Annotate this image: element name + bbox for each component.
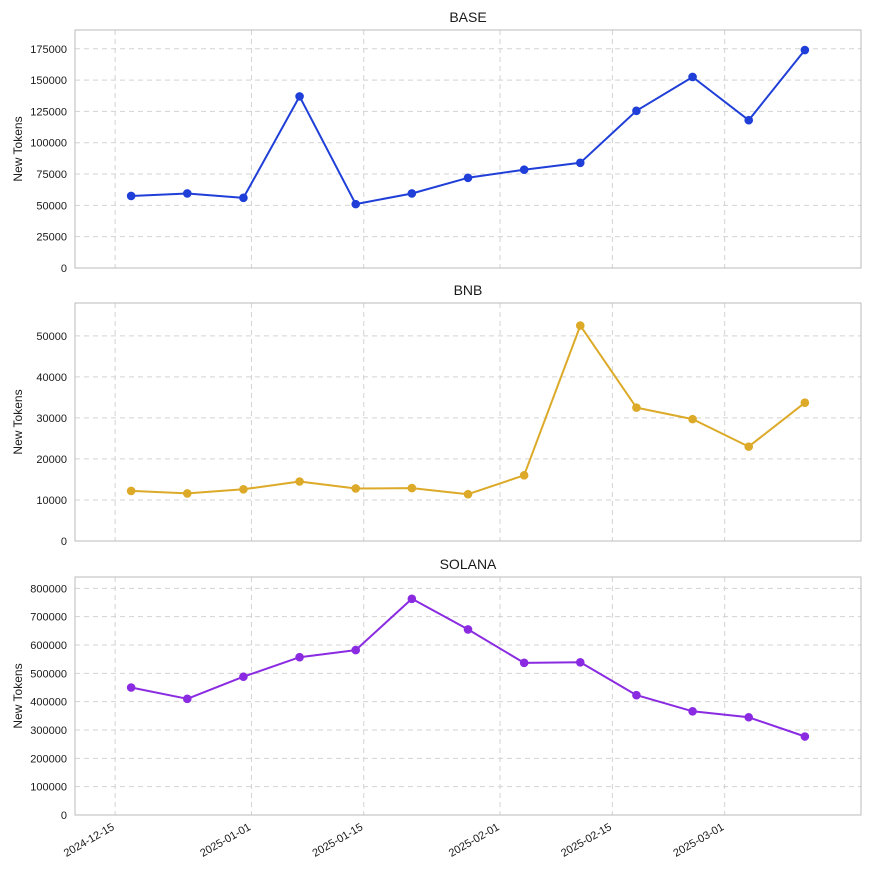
y-axis-label: New Tokens xyxy=(11,389,25,454)
data-point xyxy=(239,672,248,682)
data-point xyxy=(407,189,417,198)
y-tick-label: 500000 xyxy=(30,668,67,680)
y-tick-label: 40000 xyxy=(36,372,67,384)
y-tick-label: 20000 xyxy=(36,454,67,466)
data-point xyxy=(295,477,304,486)
data-point xyxy=(407,483,417,493)
y-tick-label: 175000 xyxy=(30,44,67,56)
data-point xyxy=(688,72,697,82)
series-line xyxy=(130,597,806,738)
data-point xyxy=(295,652,304,662)
chart-title: BNB xyxy=(454,282,483,298)
y-tick-label: 10000 xyxy=(36,495,67,507)
data-point xyxy=(800,398,810,408)
y-tick-label: 200000 xyxy=(30,753,67,765)
data-point xyxy=(744,115,754,125)
data-point xyxy=(688,707,697,716)
y-tick-label: 300000 xyxy=(30,725,67,737)
data-point xyxy=(688,414,697,424)
y-tick-label: 100000 xyxy=(30,782,67,794)
data-point xyxy=(744,442,754,451)
data-point xyxy=(575,158,585,168)
y-tick-label: 0 xyxy=(61,536,67,548)
y-tick-label: 75000 xyxy=(36,169,67,181)
data-point xyxy=(519,658,529,668)
x-tick-label: 2025-02-01 xyxy=(447,821,502,860)
series-line xyxy=(131,324,806,496)
data-point xyxy=(182,189,192,198)
y-tick-label: 125000 xyxy=(30,106,67,118)
data-point xyxy=(632,106,641,116)
data-point xyxy=(351,199,361,209)
data-point xyxy=(463,625,473,634)
y-tick-label: 0 xyxy=(61,263,67,275)
y-tick-label: 50000 xyxy=(36,200,67,212)
x-tick-label: 2025-02-15 xyxy=(559,821,614,860)
data-point xyxy=(351,484,361,493)
data-point xyxy=(295,92,304,101)
plot-frame xyxy=(74,576,862,816)
chart-panel-1: 0 10000 20000 30000 40000 50000 BNB New Tokens xyxy=(11,282,862,548)
data-point xyxy=(126,683,136,692)
data-point xyxy=(519,471,529,480)
y-axis-label: New Tokens xyxy=(11,116,25,181)
y-tick-label: 800000 xyxy=(30,583,67,595)
chart-title: BASE xyxy=(449,9,486,25)
x-tick-label: 2025-01-15 xyxy=(310,821,365,860)
y-tick-label: 25000 xyxy=(36,232,67,244)
y-tick-label: 150000 xyxy=(30,75,67,87)
y-tick-label: 0 xyxy=(61,810,67,822)
data-point xyxy=(239,193,248,203)
y-tick-label: 600000 xyxy=(30,640,67,652)
y-tick-label: 400000 xyxy=(30,697,67,709)
y-axis-label: New Tokens xyxy=(11,663,25,728)
data-point xyxy=(463,173,473,183)
y-tick-label: 700000 xyxy=(30,612,67,624)
data-point xyxy=(126,486,136,496)
y-tick-label: 30000 xyxy=(36,413,67,425)
plot-frame xyxy=(74,302,862,542)
data-point xyxy=(351,645,361,655)
y-tick-label: 50000 xyxy=(36,331,67,343)
data-point xyxy=(519,165,529,174)
data-point xyxy=(182,694,192,704)
data-point xyxy=(407,594,417,604)
x-tick-label: 2025-01-01 xyxy=(198,821,253,860)
data-point xyxy=(575,321,585,330)
data-point xyxy=(632,403,641,412)
data-point xyxy=(126,191,136,201)
data-point xyxy=(800,732,810,741)
chart-panel-0: 0 25000 50000 75000 100000 125000 150000 175000… xyxy=(11,9,862,275)
data-point xyxy=(463,489,473,499)
data-point xyxy=(744,712,754,722)
chart-panel-2: 0 100000 200000 300000 400000 500000 600000 700… xyxy=(11,556,862,860)
x-tick-label: 2025-03-01 xyxy=(671,821,726,860)
data-point xyxy=(800,45,810,55)
data-point xyxy=(632,690,641,700)
chart-title: SOLANA xyxy=(440,556,497,572)
data-point xyxy=(182,489,192,498)
y-tick-label: 100000 xyxy=(30,138,67,150)
x-tick-label: 2024-12-15 xyxy=(62,821,117,860)
data-point xyxy=(575,657,585,667)
plot-frame xyxy=(74,29,862,269)
data-point xyxy=(239,484,248,494)
